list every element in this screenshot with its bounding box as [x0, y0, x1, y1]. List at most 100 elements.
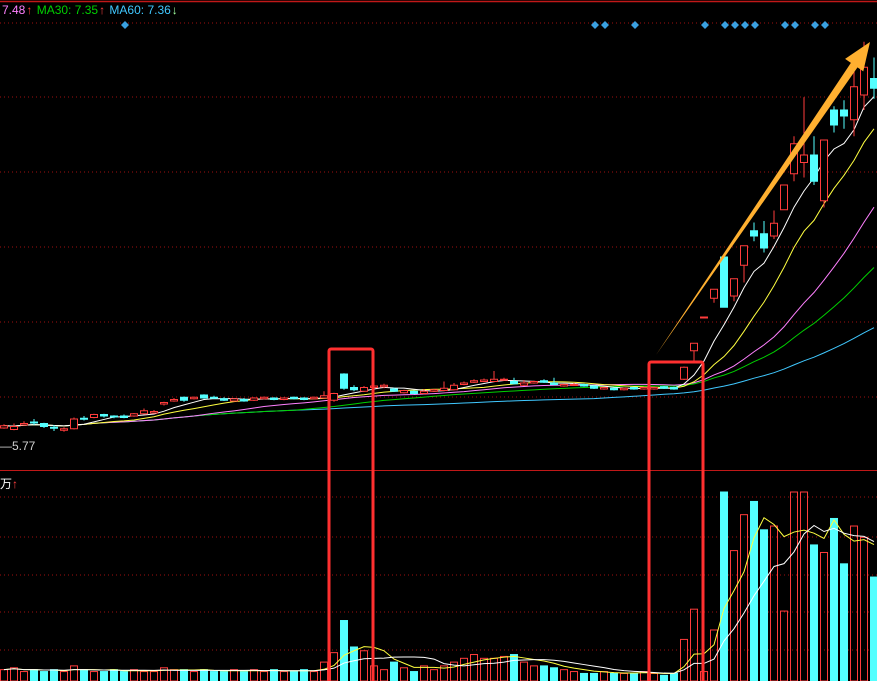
volume-bar	[380, 669, 388, 681]
candle-up	[740, 245, 748, 266]
trend-arrow-shape	[656, 42, 870, 355]
volume-bar	[340, 620, 348, 681]
candle-down	[340, 373, 348, 389]
volume-bar	[220, 671, 228, 681]
candle-down	[870, 78, 877, 89]
volume-bar	[570, 671, 578, 681]
candle-down	[210, 396, 218, 399]
candle-up	[560, 384, 568, 387]
candle-up	[490, 378, 498, 382]
volume-bar	[460, 657, 468, 681]
candle-up	[520, 382, 528, 386]
up-arrow-icon: ↑	[12, 477, 19, 491]
candle-down	[220, 398, 228, 401]
volume-bar	[470, 654, 478, 681]
signal-diamond-icon	[701, 21, 709, 29]
volume-bar	[20, 671, 28, 681]
volume-bar	[780, 610, 788, 681]
volume-bar	[360, 650, 368, 681]
candle-up	[460, 382, 468, 385]
candle-down	[720, 256, 728, 308]
volume-bar	[70, 665, 78, 681]
volume-bar	[540, 665, 548, 681]
volume-bar	[800, 491, 808, 681]
volume-bar	[820, 551, 828, 681]
candle-up	[500, 378, 508, 381]
volume-bar	[830, 517, 838, 681]
volume-bar	[310, 671, 318, 681]
candle-up	[850, 86, 858, 121]
candle-down	[660, 386, 668, 389]
volume-bar	[180, 669, 188, 681]
volume-bar	[530, 665, 538, 681]
ma30-line	[3, 267, 875, 427]
volume-bar	[290, 671, 298, 681]
candle-up	[150, 411, 158, 414]
candle-down	[810, 154, 818, 182]
candle-down	[580, 384, 588, 387]
volume-bar	[770, 525, 778, 681]
volume-bar	[590, 672, 598, 681]
candle-up	[190, 396, 198, 400]
candle-up	[160, 402, 168, 405]
volume-bar	[170, 669, 178, 681]
candle-up	[310, 396, 318, 400]
candle-up	[770, 222, 778, 237]
candle-up	[730, 278, 738, 297]
candle-down	[750, 230, 758, 237]
candle-up	[430, 389, 438, 392]
candle-up	[680, 366, 688, 380]
volume-bar	[810, 544, 818, 681]
candle-up	[360, 387, 368, 392]
volume-bar	[40, 671, 48, 681]
volume-bar	[720, 491, 728, 681]
volume-bar	[660, 674, 668, 681]
candle-up	[570, 384, 578, 386]
volume-bar	[600, 671, 608, 681]
candle-up	[710, 288, 718, 299]
candle-down	[390, 388, 398, 392]
volume-bar	[500, 655, 508, 681]
candle-up	[700, 316, 708, 319]
volume-bar	[320, 661, 328, 681]
signal-diamond-icon	[741, 21, 749, 29]
volume-bar	[480, 657, 488, 681]
up-arrow-icon: ↑	[26, 3, 33, 17]
candle-up	[130, 413, 138, 417]
candle-down	[30, 421, 38, 424]
candle-down	[270, 397, 278, 400]
candle-up	[650, 387, 658, 390]
candle-up	[0, 425, 8, 429]
volume-ma10-line	[3, 524, 875, 674]
volume-bar	[430, 669, 438, 681]
candle-up	[60, 428, 68, 431]
up-arrow-icon: ↑	[99, 3, 106, 17]
candle-up	[690, 342, 698, 352]
volume-bar	[750, 500, 758, 681]
candle-down	[590, 385, 598, 389]
candle-down	[630, 387, 638, 390]
candle-up	[20, 423, 28, 426]
candle-up	[330, 393, 338, 401]
candle-down	[240, 399, 248, 402]
candle-up	[10, 426, 18, 430]
volume-bar	[300, 669, 308, 681]
ma30-value: MA30: 7.35	[36, 3, 99, 17]
candle-down	[840, 109, 848, 117]
ma10-line	[3, 128, 875, 427]
lowest-price-label: —5.77	[0, 439, 36, 453]
candle-up	[820, 139, 828, 202]
ma-legend: 7.48↑ MA30: 7.35↑ MA60: 7.36↓	[2, 3, 179, 17]
volume-bar	[860, 536, 868, 681]
down-arrow-icon: ↓	[171, 3, 178, 17]
signal-diamond-icon	[731, 21, 739, 29]
candle-down	[290, 396, 298, 400]
candle-down	[120, 415, 128, 418]
candle-up	[400, 390, 408, 394]
volume-bar	[580, 672, 588, 681]
candle-up	[90, 414, 98, 418]
candle-down	[50, 426, 58, 429]
candle-down	[510, 381, 518, 385]
signal-diamond-icon	[821, 21, 829, 29]
